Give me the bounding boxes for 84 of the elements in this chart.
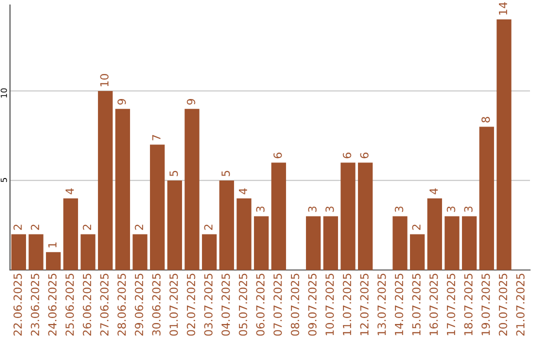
- x-tick-label: 04.07.2025: [221, 274, 230, 336]
- x-tick-label: 15.07.2025: [412, 274, 421, 336]
- bar: [392, 216, 408, 270]
- bar: [115, 108, 130, 270]
- data-label: 2: [204, 224, 212, 230]
- bar: [219, 180, 234, 270]
- data-label: 9: [117, 99, 126, 105]
- x-tick-label: 24.06.2025: [48, 274, 57, 336]
- x-tick-label: 29.06.2025: [134, 274, 144, 336]
- bar: [254, 216, 269, 270]
- x-tick-label: 07.07.2025: [273, 274, 282, 336]
- data-label: 9: [186, 99, 196, 105]
- bar: [340, 162, 356, 270]
- bar: [80, 234, 96, 270]
- x-tick-label: 01.07.2025: [169, 274, 178, 336]
- x-tick-label: 19.07.2025: [481, 274, 490, 336]
- data-label: 2: [13, 224, 22, 230]
- x-tick-label: 23.06.2025: [30, 274, 40, 336]
- bar: [98, 90, 113, 270]
- bar: [358, 162, 373, 270]
- data-label: 4: [430, 188, 438, 194]
- bar: [132, 234, 148, 270]
- data-label: 5: [170, 170, 178, 176]
- bar: [323, 216, 338, 270]
- x-tick-label: 08.07.2025: [290, 274, 300, 336]
- data-label: 4: [66, 188, 74, 194]
- bar: [184, 108, 200, 270]
- x-tick-label: 09.07.2025: [308, 274, 317, 336]
- data-label: 3: [464, 206, 473, 212]
- x-tick-label: 03.07.2025: [204, 274, 213, 336]
- data-label: 10: [100, 74, 109, 86]
- bar: [462, 216, 477, 270]
- bar: [496, 19, 512, 270]
- data-label: 3: [256, 206, 265, 212]
- x-tick-label: 05.07.2025: [238, 274, 248, 336]
- bar: [167, 180, 182, 270]
- bar: [11, 234, 26, 270]
- bar: [202, 234, 217, 270]
- x-tick-label: 11.07.2025: [342, 274, 352, 336]
- data-label: 14: [498, 2, 508, 15]
- x-tick-label: 27.06.2025: [100, 274, 109, 336]
- x-tick-label: 22.06.2025: [13, 274, 22, 336]
- x-tick-label: 12.07.2025: [360, 274, 369, 336]
- x-tick-label: 26.06.2025: [82, 274, 92, 336]
- data-label: 6: [360, 152, 369, 158]
- x-tick-label: 20.07.2025: [498, 274, 508, 336]
- bar: [427, 198, 442, 270]
- x-tick-label: 14.07.2025: [394, 274, 404, 336]
- data-label: 5: [222, 170, 230, 176]
- x-tick-label: 16.07.2025: [429, 274, 438, 336]
- data-label: 1: [48, 242, 56, 248]
- bar: [410, 234, 425, 270]
- data-label: 7: [152, 135, 160, 140]
- data-label: 4: [238, 188, 248, 194]
- x-tick-label: 13.07.2025: [377, 274, 386, 336]
- data-label: 3: [446, 206, 456, 212]
- x-tick-label: 28.06.2025: [117, 274, 126, 336]
- data-label: 3: [325, 206, 334, 212]
- data-label: 3: [394, 206, 404, 212]
- data-label: 2: [30, 224, 40, 230]
- bar: [236, 198, 252, 270]
- bar: [28, 234, 44, 270]
- bar: [271, 162, 286, 270]
- x-tick-label: 06.07.2025: [256, 274, 265, 336]
- data-label: 6: [273, 152, 282, 158]
- x-tick-label: 25.06.2025: [65, 274, 74, 336]
- x-tick-label: 02.07.2025: [186, 274, 196, 336]
- bar: [150, 144, 165, 270]
- data-label: 8: [481, 116, 490, 122]
- data-label: 2: [82, 224, 92, 230]
- data-label: 3: [308, 206, 317, 212]
- bar: [479, 126, 494, 270]
- bar: [63, 198, 78, 270]
- x-tick-label: 17.07.2025: [446, 274, 456, 336]
- x-tick-label: 10.07.2025: [325, 274, 334, 336]
- data-label: 6: [342, 152, 352, 158]
- x-tick-label: 21.07.2025: [516, 274, 525, 336]
- bar: [46, 252, 61, 270]
- bar: [306, 216, 321, 270]
- data-label: 2: [134, 224, 144, 230]
- x-tick-label: 30.06.2025: [152, 274, 161, 336]
- bar: [444, 216, 460, 270]
- data-label: 2: [412, 224, 420, 230]
- x-tick-label: 18.07.2025: [464, 274, 473, 336]
